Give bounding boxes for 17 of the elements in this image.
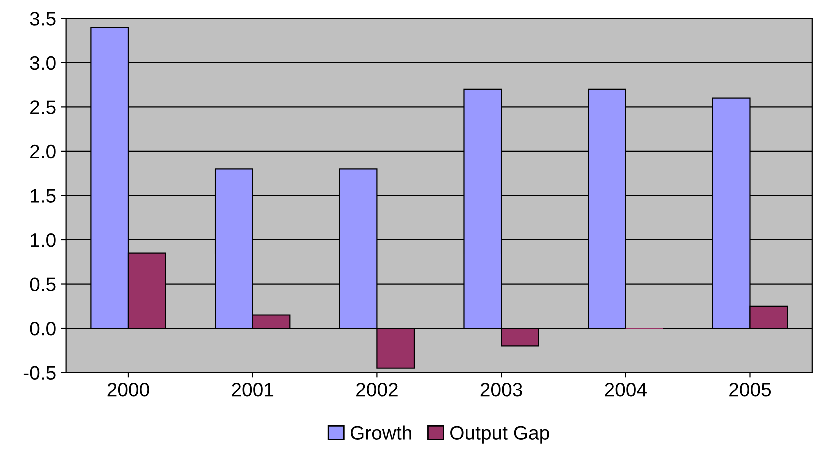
legend-label: Output Gap	[450, 426, 550, 444]
y-tick-label: 3.5	[30, 12, 56, 26]
x-tick-label: 2004	[605, 383, 647, 397]
x-tick-label: 2000	[108, 383, 150, 397]
x-tick-label: 2003	[480, 383, 522, 397]
y-tick-label: 0.5	[30, 278, 56, 292]
x-tick-label: 2002	[356, 383, 398, 397]
y-tick-label: -0.5	[24, 366, 56, 380]
legend-label: Growth	[350, 426, 412, 440]
y-tick-label: 1.0	[31, 233, 56, 248]
y-tick-label: 2.5	[30, 100, 56, 114]
x-tick-label: 2001	[232, 383, 274, 397]
x-tick-label: 2005	[730, 383, 772, 397]
y-tick-label: 0.0	[30, 322, 56, 336]
y-tick-label: 3.0	[30, 56, 56, 70]
y-tick-label: 2.0	[30, 144, 56, 159]
y-tick-label: 1.5	[31, 189, 56, 203]
